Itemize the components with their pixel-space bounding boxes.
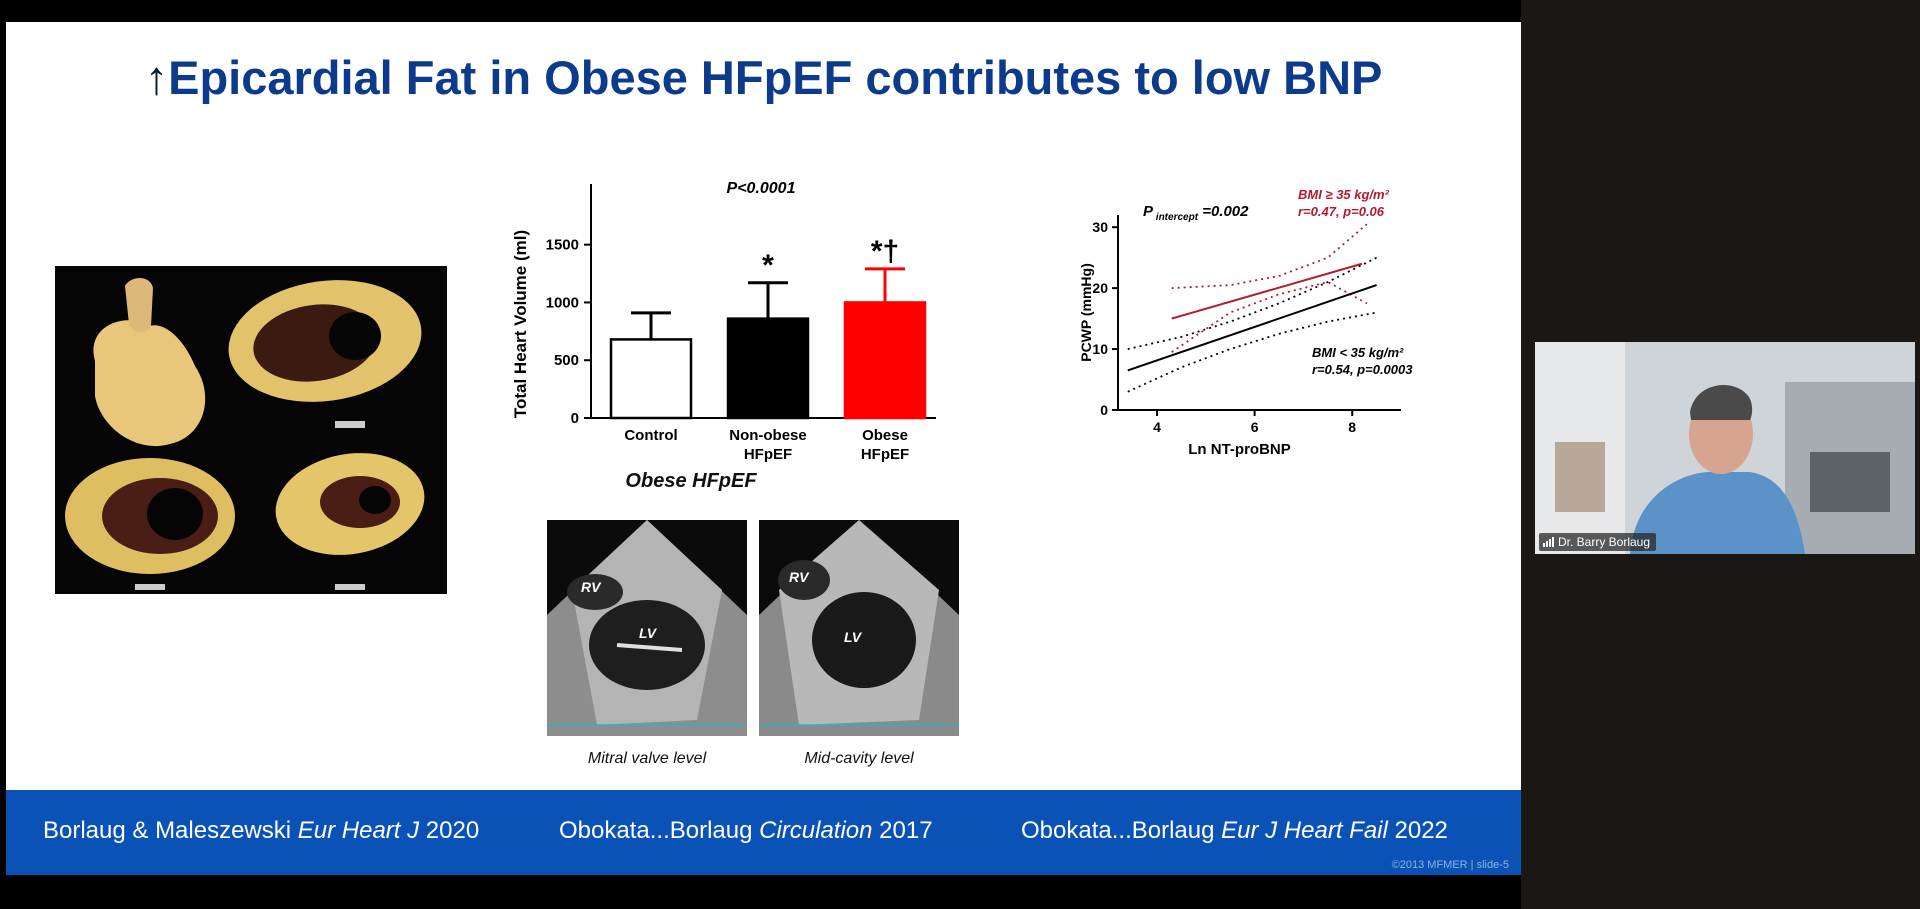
y-tick-label: 500	[554, 352, 579, 369]
y-axis-label: Total Heart Volume (ml)	[511, 230, 530, 418]
participant-video-tile[interactable]: Dr. Barry Borlaug	[1535, 342, 1915, 554]
presentation-slide: ↑Epicardial Fat in Obese HFpEF contribut…	[6, 22, 1521, 875]
x-category-label: Non-obese	[729, 427, 807, 444]
caption-midcavity: Mid-cavity level	[804, 750, 914, 767]
slide-title: ↑Epicardial Fat in Obese HFpEF contribut…	[6, 50, 1521, 105]
y-tick-label: 0	[1100, 402, 1108, 418]
legend-stats: r=0.47, p=0.06	[1298, 204, 1385, 219]
label-lv: LV	[639, 625, 658, 641]
citation-2: Obokata...Borlaug Circulation 2017	[559, 817, 933, 844]
p-value-annotation: P<0.0001	[727, 180, 796, 197]
regression-line-1	[1127, 284, 1377, 372]
confidence-band-1	[1127, 256, 1378, 350]
x-tick-label: 4	[1153, 419, 1161, 435]
x-category-label: HFpEF	[861, 446, 909, 463]
pcwp-regression-chart: 0 10 20 30 4 6 8 Ln NT-proBNP PCWP (mmHg) P inter…	[1078, 187, 1413, 458]
y-tick-label: 0	[571, 410, 579, 427]
slide-title-text: Epicardial Fat in Obese HFpEF contribute…	[168, 51, 1383, 104]
significance-marker: *	[762, 249, 774, 282]
x-tick-label: 8	[1348, 419, 1356, 435]
y-tick-label: 1000	[546, 294, 579, 311]
echo-section-title: Obese HFpEF	[625, 470, 757, 492]
confidence-band-1	[1127, 311, 1377, 393]
y-tick-label: 10	[1092, 341, 1108, 357]
participant-name-tag: Dr. Barry Borlaug	[1539, 533, 1657, 551]
participant-name: Dr. Barry Borlaug	[1558, 535, 1651, 549]
participant-video-frame	[1535, 342, 1915, 554]
x-category-label: Control	[624, 427, 677, 444]
legend-label: BMI < 35 kg/m²	[1312, 345, 1404, 360]
heart-specimen-photo	[55, 266, 447, 594]
label-lv: LV	[844, 629, 863, 645]
x-axis-label: Ln NT-proBNP	[1188, 441, 1291, 458]
citation-1: Borlaug & Maleszewski Eur Heart J 2020	[43, 817, 480, 844]
confidence-band-0	[1171, 281, 1368, 353]
echo-image-midcavity: RV LV	[759, 520, 959, 736]
copyright-text: ©2013 MFMER | slide-5	[1391, 859, 1509, 871]
significance-marker: *†	[871, 235, 899, 268]
y-tick-label: 1500	[546, 237, 579, 254]
y-tick-label: 20	[1092, 280, 1108, 296]
bar-0	[609, 338, 693, 420]
legend-label: BMI ≥ 35 kg/m²	[1298, 187, 1390, 202]
caption-mitral: Mitral valve level	[587, 750, 707, 767]
regression-line-0	[1171, 262, 1363, 320]
echo-image-mitral: RV LV	[547, 520, 747, 736]
heart-volume-bar-chart: 0 500 1000 1500 Total Heart Volume (ml) P<0.0…	[511, 180, 936, 463]
signal-bars-icon	[1543, 537, 1554, 547]
y-axis-label: PCWP (mmHg)	[1078, 263, 1094, 362]
citation-3: Obokata...Borlaug Eur J Heart Fail 2022	[1021, 817, 1448, 844]
label-rv: RV	[789, 569, 810, 585]
legend-stats: r=0.54, p=0.0003	[1312, 362, 1413, 377]
p-intercept-annotation: P intercept =0.002	[1143, 203, 1249, 223]
confidence-band-0	[1171, 223, 1368, 290]
up-arrow-icon: ↑	[144, 51, 169, 104]
x-category-label: Obese	[862, 427, 908, 444]
slide-footer: Borlaug & Maleszewski Eur Heart J 2020 O…	[6, 790, 1521, 875]
bar-1	[726, 317, 810, 420]
label-rv: RV	[581, 579, 602, 595]
y-tick-label: 30	[1092, 219, 1108, 235]
bar-2	[843, 301, 927, 420]
x-category-label: HFpEF	[744, 446, 792, 463]
x-tick-label: 6	[1251, 419, 1259, 435]
